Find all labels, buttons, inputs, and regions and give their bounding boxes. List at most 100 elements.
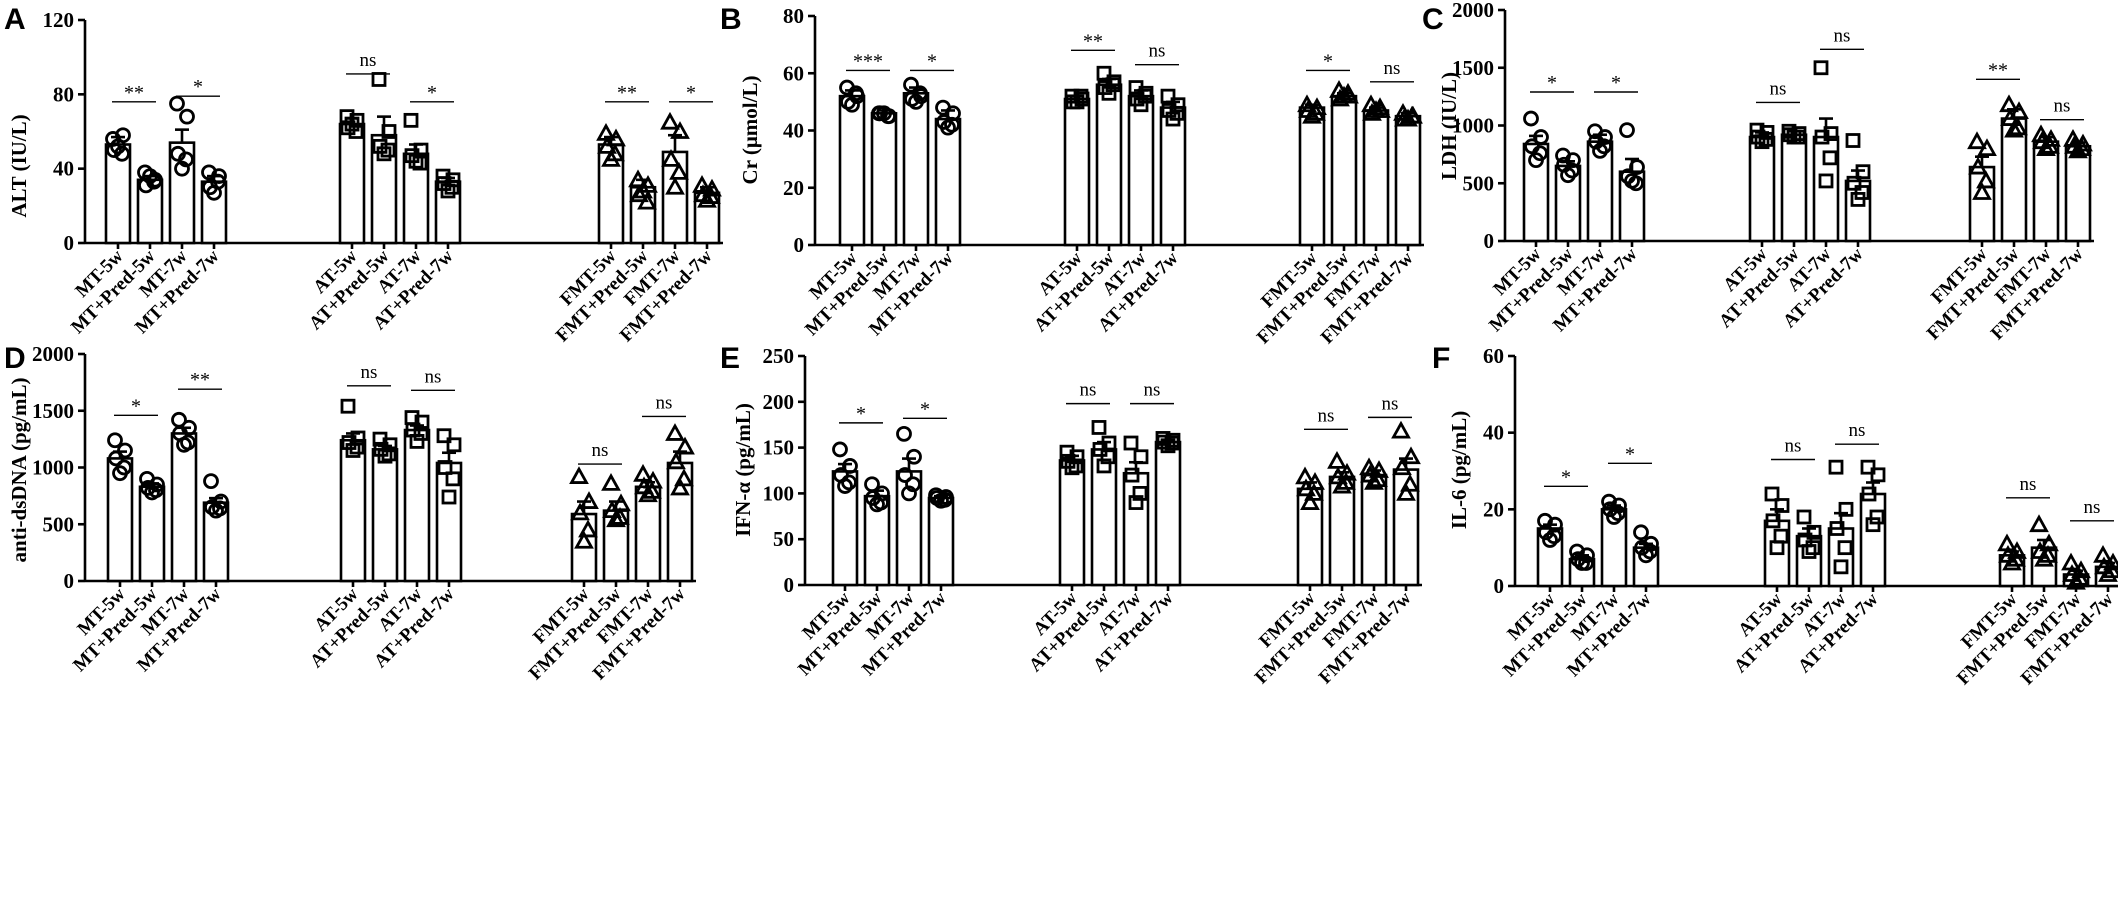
y-tick-label: 80	[53, 82, 74, 106]
data-point-triangle	[665, 176, 685, 195]
data-point-circle	[905, 476, 921, 493]
data-point-square	[1758, 131, 1774, 147]
significance-label: *	[427, 82, 437, 104]
y-tick-label: 0	[64, 569, 75, 593]
data-point-triangle	[2072, 138, 2092, 157]
data-point-triangle	[670, 477, 690, 496]
panel-b: B Cr (μmol/L) 020406080MT-5wMT+Pred-5wMT…	[720, 3, 1424, 348]
data-point-circle	[1638, 547, 1654, 564]
bar	[435, 461, 463, 583]
bar	[1296, 487, 1324, 587]
data-point-square	[1796, 509, 1812, 525]
data-point-triangle	[574, 530, 594, 549]
y-tick-label: 120	[43, 8, 75, 32]
significance-label: ns	[2084, 497, 2101, 518]
bar	[2032, 140, 2060, 243]
data-point-triangle	[1300, 492, 1320, 510]
data-point-triangle	[1976, 170, 1996, 189]
data-point-square	[376, 146, 392, 162]
bar	[1618, 170, 1646, 243]
data-point-square	[1870, 467, 1886, 483]
data-point-circle	[945, 105, 961, 122]
data-point-circle	[876, 105, 892, 122]
y-tick-label: 100	[763, 481, 795, 505]
data-point-circle	[178, 151, 194, 168]
data-point-circle	[117, 442, 133, 459]
y-tick-label: 250	[763, 344, 795, 368]
data-point-square	[1814, 129, 1830, 145]
y-axis-label: LDH (IU/L)	[1437, 72, 1461, 180]
data-point-triangle	[666, 451, 686, 470]
bar	[870, 112, 898, 247]
data-point-triangle	[669, 162, 689, 180]
data-point-triangle	[1972, 182, 1992, 200]
data-point-circle	[138, 177, 154, 194]
data-point-square	[1765, 513, 1781, 529]
data-point-triangle	[1366, 100, 1386, 118]
data-point-circle	[832, 441, 848, 458]
data-point-square	[446, 437, 462, 453]
data-point-square	[1818, 173, 1834, 189]
y-tick-label: 50	[773, 527, 794, 551]
data-point-triangle	[665, 423, 685, 441]
y-axis-label: anti-dsDNA (pg/mL)	[7, 378, 31, 563]
data-point-circle	[176, 436, 192, 453]
data-point-circle	[1624, 173, 1640, 189]
data-point-square	[340, 120, 356, 136]
y-axis-label: Cr (μmol/L)	[738, 76, 762, 185]
data-point-square	[1165, 111, 1181, 127]
data-point-circle	[169, 95, 185, 112]
data-point-square	[1101, 85, 1117, 101]
data-point-square	[1813, 60, 1829, 76]
data-point-circle	[837, 478, 853, 494]
significance-label: ns	[1834, 25, 1851, 46]
bar	[170, 432, 198, 583]
data-point-circle	[940, 119, 956, 136]
data-point-triangle	[1334, 85, 1354, 104]
bar	[1090, 448, 1118, 587]
data-point-square	[1837, 540, 1853, 556]
bar	[1127, 94, 1155, 247]
significance-label: **	[1988, 59, 2008, 81]
bar	[863, 494, 891, 587]
data-point-circle	[841, 474, 857, 491]
significance-label: **	[190, 369, 210, 391]
data-point-square	[1124, 467, 1140, 483]
data-point-circle	[1610, 505, 1626, 522]
bar	[403, 428, 431, 583]
data-point-triangle	[2036, 138, 2056, 157]
y-tick-label: 0	[784, 573, 795, 597]
data-point-square	[1096, 65, 1112, 81]
data-point-triangle	[1967, 131, 1987, 150]
data-point-triangle	[2034, 548, 2054, 567]
data-point-circle	[208, 502, 224, 519]
significance-label: *	[920, 398, 930, 420]
y-tick-label: 1500	[1452, 56, 1494, 80]
y-tick-label: 2000	[1452, 0, 1494, 22]
data-point-circle	[1606, 509, 1622, 525]
data-point-square	[1100, 449, 1116, 465]
data-point-triangle	[2002, 552, 2022, 571]
data-point-triangle	[1402, 105, 1422, 124]
significance-label: ns	[1384, 58, 1401, 79]
data-point-circle	[106, 142, 122, 158]
data-point-circle	[1523, 110, 1539, 127]
data-point-circle	[1538, 524, 1554, 541]
data-point-circle	[1533, 129, 1549, 145]
data-point-square	[437, 460, 453, 475]
data-point-square	[340, 398, 356, 414]
data-point-square	[1865, 517, 1881, 533]
data-point-triangle	[2103, 552, 2118, 571]
significance-label: ***	[853, 50, 883, 72]
data-point-circle	[107, 432, 123, 449]
data-point-square	[1846, 175, 1862, 191]
data-point-triangle	[2068, 140, 2088, 159]
data-point-circle	[896, 425, 912, 442]
data-point-triangle	[2098, 564, 2118, 582]
data-point-square	[1123, 435, 1139, 451]
y-tick-label: 60	[1483, 344, 1504, 368]
data-point-square	[1806, 524, 1822, 540]
data-point-square	[1164, 435, 1180, 451]
y-tick-label: 0	[64, 231, 75, 255]
bar	[1795, 534, 1823, 588]
